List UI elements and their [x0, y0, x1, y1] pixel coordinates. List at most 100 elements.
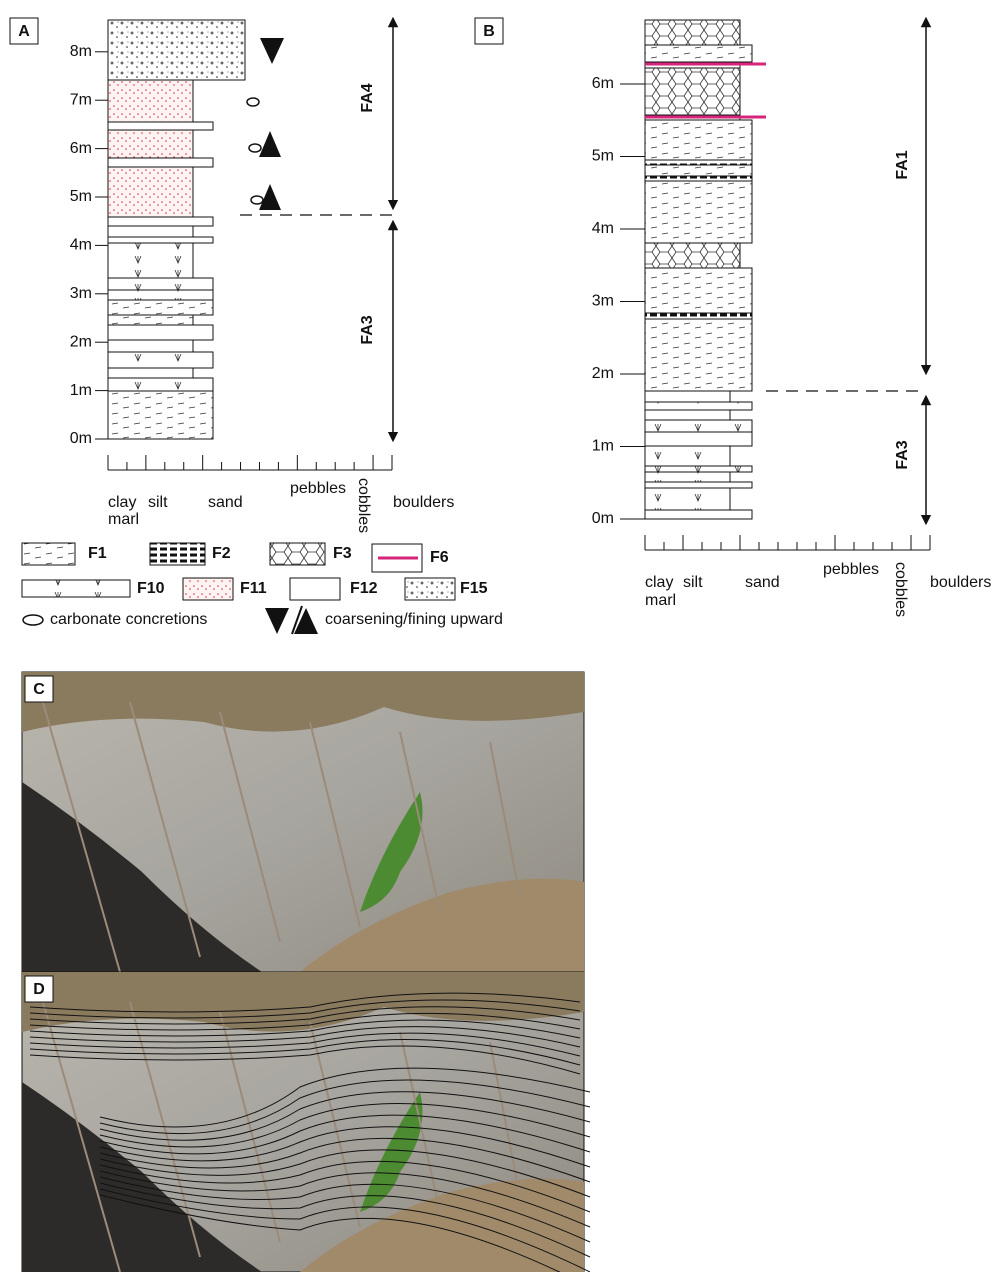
depth-label: 6m: [592, 75, 614, 92]
bed: [108, 217, 213, 226]
bed: [108, 340, 193, 352]
bed: [645, 420, 752, 432]
panel-label: B: [483, 23, 495, 40]
legend-swatch: [290, 578, 340, 600]
panel-label: D: [33, 981, 45, 998]
concretion: [251, 196, 263, 204]
bed: [108, 352, 213, 368]
bed: [645, 466, 752, 472]
fining-symbol: [259, 184, 281, 210]
bed: [108, 325, 213, 340]
depth-label: 1m: [592, 438, 614, 455]
bed: [645, 402, 752, 410]
bed: [645, 432, 752, 446]
legend-label: F6: [430, 549, 449, 566]
bed: [108, 368, 193, 378]
bed: [645, 391, 730, 402]
page: {"panel_a":{"label":"A","depth_labels":[…: [0, 0, 993, 1272]
bed: [108, 158, 213, 167]
bed: [108, 80, 193, 122]
bed: [108, 237, 213, 243]
depth-label: 5m: [592, 148, 614, 165]
bed: [645, 45, 752, 62]
legend-label: F2: [212, 545, 231, 562]
grain-size-label: sand: [745, 574, 780, 591]
grain-size-label: boulders: [930, 574, 991, 591]
legend-swatch: [270, 543, 325, 565]
grain-size-label: pebbles: [290, 480, 346, 497]
grain-size-label: marl: [645, 592, 676, 609]
bed: [108, 226, 193, 237]
depth-label: 6m: [70, 140, 92, 157]
grain-size-label: clay: [645, 574, 673, 591]
bed: [108, 243, 193, 278]
depth-label: 4m: [592, 220, 614, 237]
panel-label: C: [33, 681, 45, 698]
bed: [645, 160, 752, 165]
bed: [645, 446, 730, 466]
fining-symbol: [259, 131, 281, 157]
concretion: [249, 144, 261, 152]
depth-label: 1m: [70, 382, 92, 399]
grain-size-label: sand: [208, 494, 243, 511]
bed: [645, 488, 730, 510]
depth-label: 0m: [592, 510, 614, 527]
bed: [645, 120, 752, 160]
bed: [108, 391, 213, 439]
legend-swatch: [150, 543, 205, 565]
depth-label: 5m: [70, 188, 92, 205]
bed: [645, 165, 752, 176]
depth-label: 4m: [70, 237, 92, 254]
panel-label: A: [18, 23, 30, 40]
legend-swatch: [265, 608, 289, 634]
figure: A0m1m2m3m4m5m6m7m8mFA4FA3claysiltmarlsan…: [0, 0, 993, 1272]
legend-swatch: [22, 543, 75, 565]
grain-size-label: cobbles: [355, 478, 372, 533]
depth-label: 3m: [592, 293, 614, 310]
bed: [108, 167, 193, 217]
bed: [108, 20, 245, 80]
legend-swatch: [405, 578, 455, 600]
grain-size-label: clay: [108, 494, 136, 511]
depth-label: 0m: [70, 430, 92, 447]
legend-label: F15: [460, 580, 488, 597]
legend-label: F10: [137, 580, 165, 597]
grain-size-label: marl: [108, 511, 139, 528]
bed: [108, 290, 213, 300]
depth-label: 2m: [70, 333, 92, 350]
coarsening-symbol: [260, 38, 284, 64]
bed: [645, 20, 740, 45]
bed: [645, 68, 740, 115]
grain-size-label: silt: [148, 494, 168, 511]
bed: [108, 315, 193, 325]
depth-label: 3m: [70, 285, 92, 302]
facies-association: FA1: [894, 150, 911, 179]
bed: [645, 410, 730, 420]
legend-swatch: [23, 615, 43, 625]
bed: [645, 510, 752, 519]
legend-swatch: [183, 578, 233, 600]
facies-association: FA3: [359, 315, 376, 344]
bed: [645, 176, 752, 181]
grain-size-label: pebbles: [823, 561, 879, 578]
grain-size-label: boulders: [393, 494, 454, 511]
legend-label: F11: [240, 580, 267, 597]
grain-size-label: silt: [683, 574, 703, 591]
legend-label: F3: [333, 545, 352, 562]
bed: [645, 243, 740, 268]
bed: [108, 122, 213, 130]
legend-label: carbonate concretions: [50, 611, 207, 628]
legend-label: coarsening/fining upward: [325, 611, 503, 628]
bed: [645, 268, 752, 313]
legend-label: F1: [88, 545, 107, 562]
facies-association: FA4: [359, 83, 376, 112]
bed: [108, 130, 193, 158]
bed: [645, 482, 752, 488]
bed: [108, 378, 213, 391]
facies-association: FA3: [894, 440, 911, 469]
legend-label: F12: [350, 580, 378, 597]
grain-size-label: cobbles: [892, 562, 909, 617]
bed: [645, 181, 752, 243]
depth-label: 2m: [592, 365, 614, 382]
bed: [645, 472, 730, 482]
